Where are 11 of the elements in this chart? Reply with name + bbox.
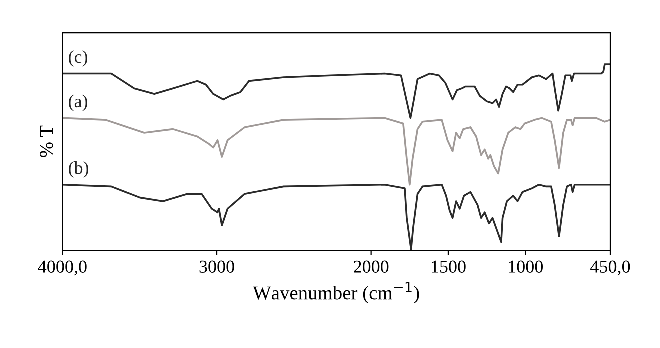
series-label: (c)	[69, 50, 88, 67]
x-tick-label: 3000	[200, 260, 234, 273]
x-tick-label: 2000	[354, 260, 389, 273]
x-tick-label: 1000	[509, 260, 543, 273]
series-label: (a)	[69, 94, 88, 112]
x-tick-label: 450,0	[590, 260, 630, 276]
x-tick-label: 4000,0	[38, 260, 87, 276]
series-label: (b)	[69, 162, 89, 178]
x-axis-title: Wavenumber (cm$^{−1}$)	[253, 282, 420, 304]
x-tick-label: 1500	[432, 260, 466, 273]
y-axis-title: % T	[40, 126, 54, 158]
